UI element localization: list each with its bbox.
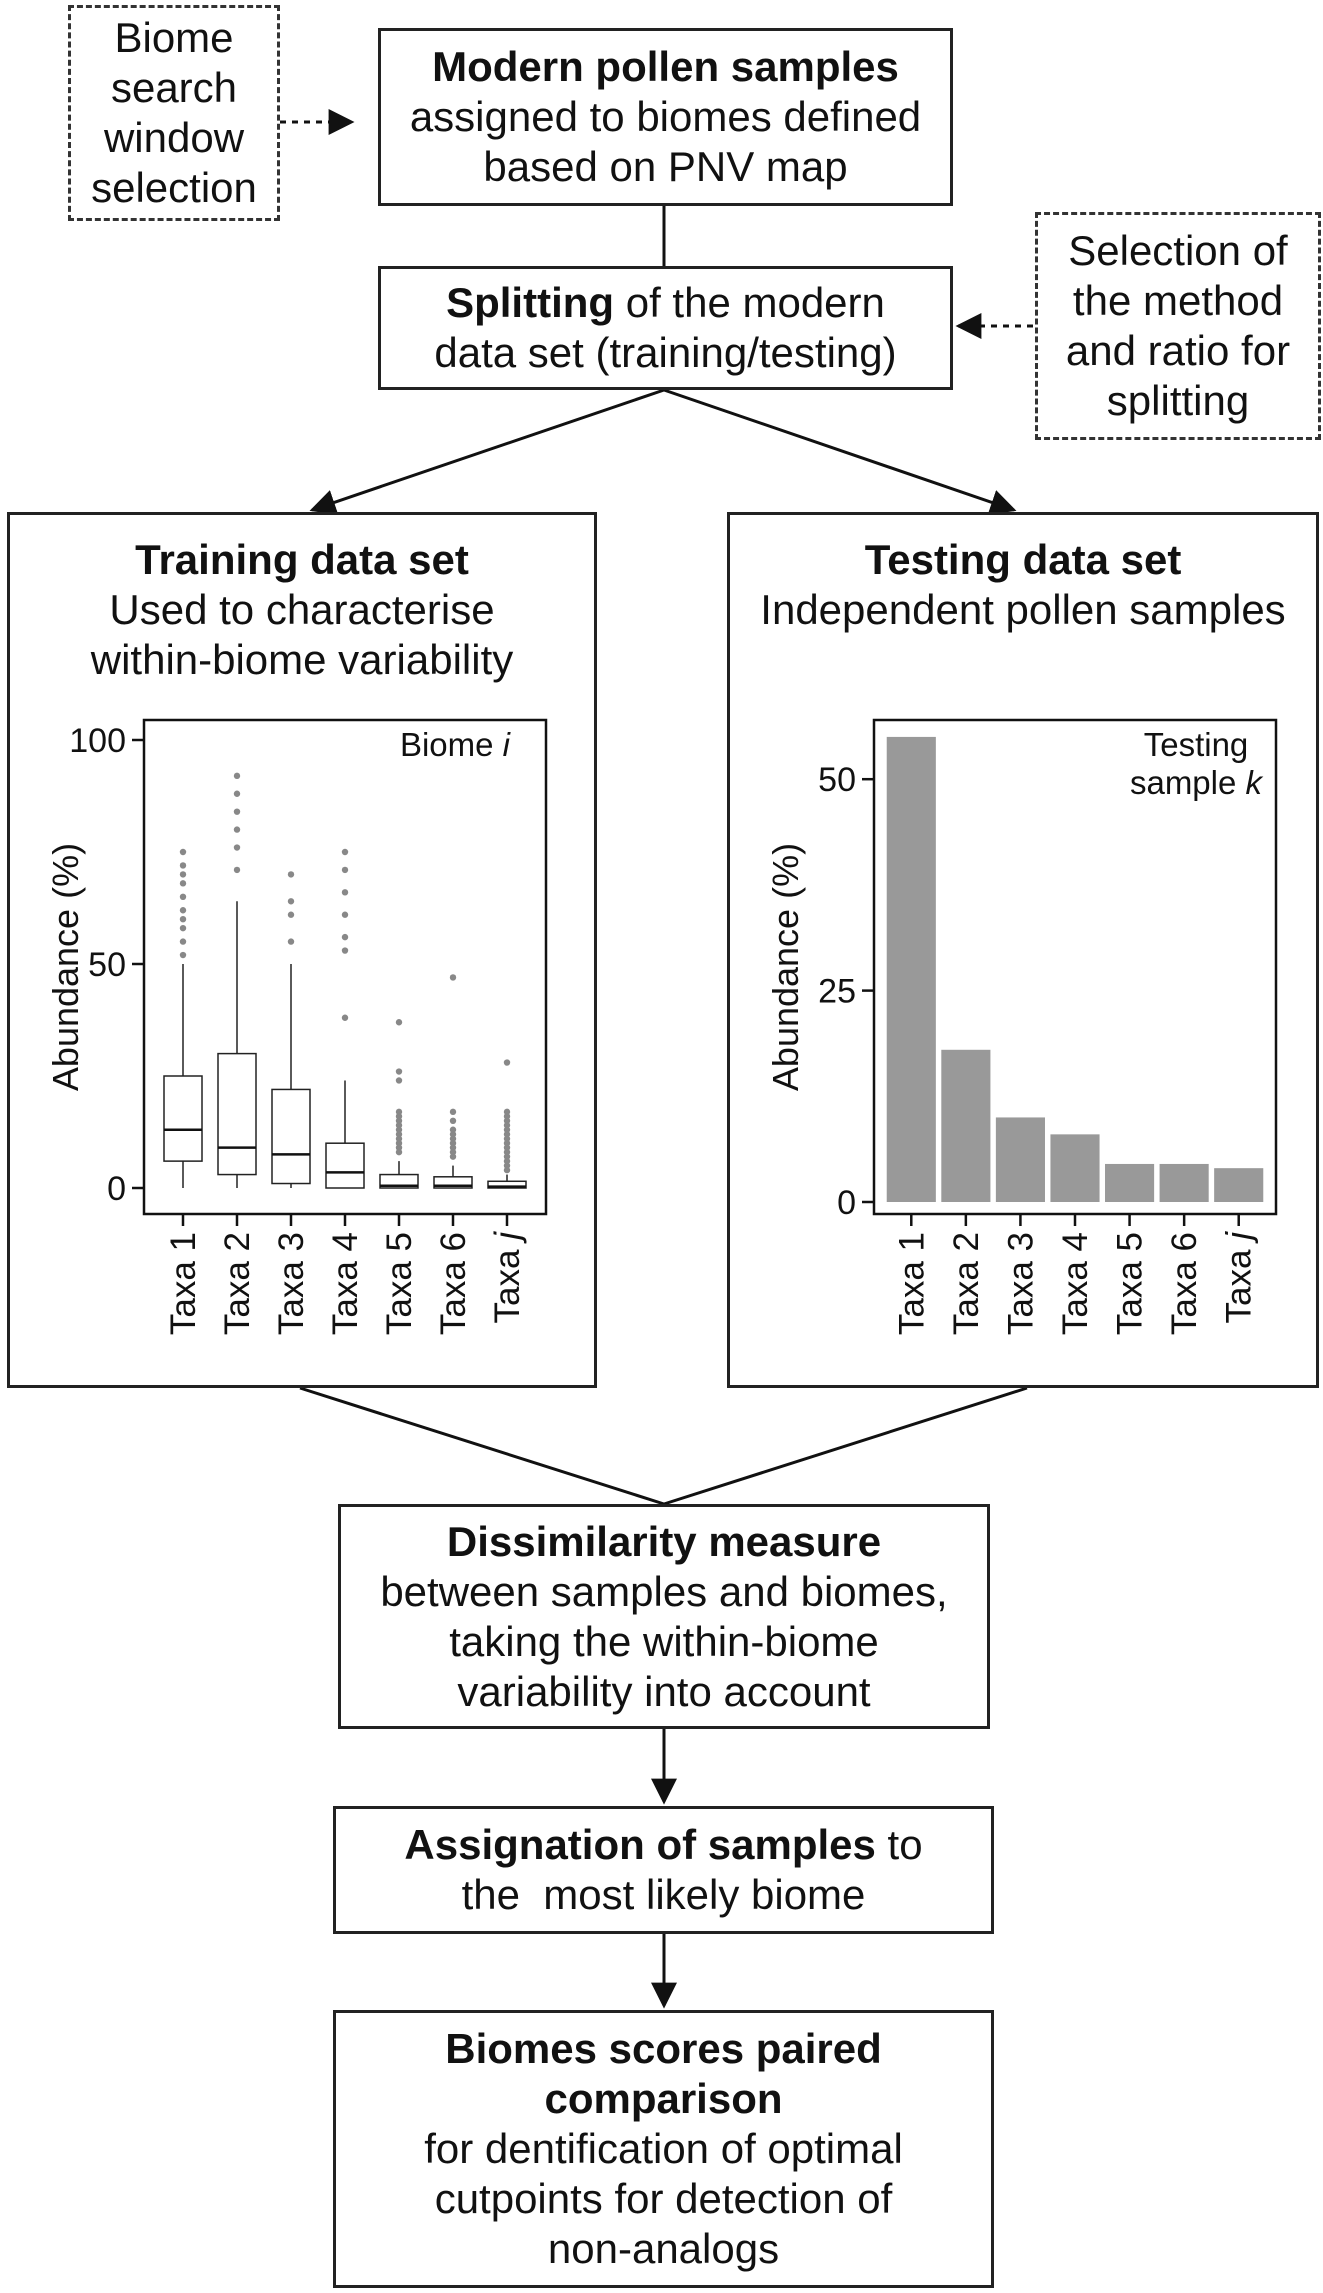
- assignation-line-1: Assignation of samples to: [404, 1820, 922, 1870]
- assignation-bold: Assignation of samples: [404, 1821, 876, 1868]
- training-desc: within-biome variability: [90, 636, 514, 683]
- biome-window-line: search: [110, 64, 238, 111]
- biome-scores-line: cutpoints for detection of: [434, 2175, 893, 2222]
- dissimilarity-line: taking the within-biome: [449, 1617, 879, 1665]
- splitting-line-2: data set (training/testing): [434, 329, 897, 376]
- selection-method-box: Selection of the method and ratio for sp…: [1035, 212, 1321, 440]
- dissimilarity-line: between samples and biomes,: [380, 1567, 948, 1615]
- assignation-line-2: the most likely biome: [461, 1871, 866, 1918]
- training-panel: Training data set Used to characterise w…: [7, 512, 597, 1388]
- selection-method-line: Selection of: [1068, 227, 1288, 274]
- splitting-box: Splitting of the modern data set (traini…: [378, 266, 953, 390]
- dissimilarity-line: variability into account: [457, 1667, 871, 1715]
- biome-scores-line: non-analogs: [547, 2225, 780, 2272]
- biome-scores-title: Biomes scores paired: [445, 2025, 882, 2072]
- dissimilarity-title: Dissimilarity measure: [446, 1517, 882, 1565]
- splitting-bold: Splitting: [446, 279, 615, 326]
- connector-splitting-to-testing: [663, 388, 1017, 515]
- biome-window-line: window: [103, 114, 245, 161]
- splitting-rest: of the modern: [614, 279, 885, 326]
- assignation-box: Assignation of samples to the most likel…: [333, 1806, 994, 1934]
- modern-pollen-box: Modern pollen samples assigned to biomes…: [378, 28, 953, 206]
- biome-scores-line: for dentification of optimal: [424, 2125, 903, 2172]
- training-desc: Used to characterise: [109, 586, 495, 633]
- biome-scores-box: Biomes scores paired comparison for dent…: [333, 2010, 994, 2288]
- modern-pollen-line: assigned to biomes defined: [409, 93, 922, 140]
- selection-method-line: splitting: [1106, 377, 1250, 424]
- connector-splitting-to-training: [309, 388, 665, 515]
- modern-pollen-line: based on PNV map: [483, 143, 848, 190]
- biome-scores-title: comparison: [544, 2075, 783, 2122]
- testing-panel: Testing data set Independent pollen samp…: [727, 512, 1319, 1388]
- dissimilarity-box: Dissimilarity measure between samples an…: [338, 1504, 990, 1729]
- modern-pollen-title: Modern pollen samples: [432, 43, 899, 90]
- biome-window-line: selection: [91, 164, 257, 211]
- training-title: Training data set: [135, 536, 469, 583]
- splitting-line-1: Splitting of the modern: [446, 278, 885, 328]
- connector-training-to-dissimilarity: [299, 1386, 665, 1506]
- biome-window-line: Biome: [114, 14, 234, 61]
- testing-desc: Independent pollen samples: [760, 586, 1286, 633]
- selection-method-line: and ratio for: [1065, 327, 1291, 374]
- connector-testing-to-dissimilarity: [663, 1386, 1028, 1506]
- selection-method-line: the method: [1072, 277, 1284, 324]
- testing-title: Testing data set: [864, 536, 1182, 583]
- biome-window-box: Biome search window selection: [68, 5, 280, 221]
- assignation-rest: to: [875, 1821, 923, 1868]
